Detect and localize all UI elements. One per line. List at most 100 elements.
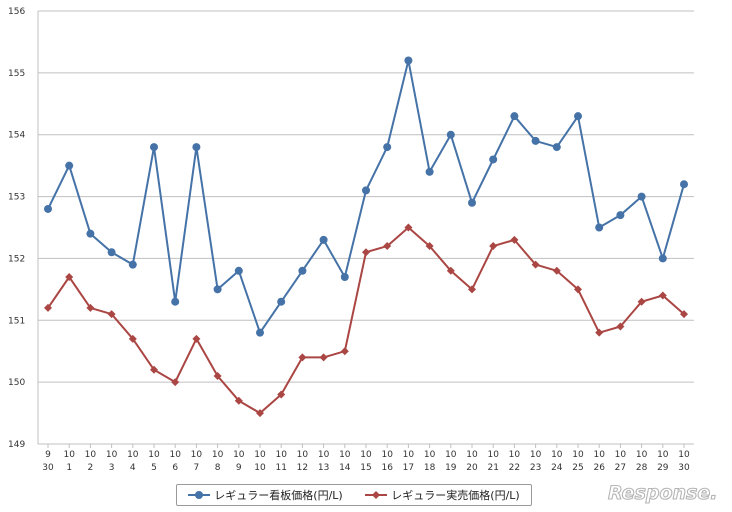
x-tick-label-day: 7 [194,463,200,473]
x-tick-label-day: 8 [215,463,221,473]
legend-item-actual-price: レギュラー実売価格(円/L) [365,487,520,503]
y-tick-label: 153 [8,193,25,203]
y-tick-label: 150 [8,378,25,388]
x-tick-label-month: 10 [551,450,563,460]
x-tick-label-day: 5 [151,463,157,473]
x-tick-label-day: 24 [551,463,563,473]
data-point [234,396,243,405]
data-point [171,378,180,387]
y-tick-label: 156 [8,7,25,17]
x-tick-label-month: 10 [297,450,309,460]
x-tick-label-day: 4 [130,463,136,473]
data-point [595,328,604,337]
legend-label-actual-price: レギュラー実売価格(円/L) [391,489,520,502]
data-point [128,334,137,343]
data-point [65,272,74,281]
x-tick-label-day: 17 [403,463,414,473]
x-tick-label-day: 20 [466,463,478,473]
data-point [531,136,540,145]
data-point [128,260,137,269]
x-tick-label-month: 10 [254,450,266,460]
x-tick-label-day: 30 [42,463,54,473]
data-point [510,112,519,121]
x-tick-label-month: 10 [657,450,669,460]
x-axis: 9 30 10 1 10 2 10 3 10 4 10 5 10 6 10 7 10 8 10 9 10 10 10 11 10… [38,443,694,473]
x-tick-label-day: 27 [615,463,626,473]
data-point [213,371,222,380]
data-point [574,112,582,121]
data-point [362,248,370,257]
data-point [340,272,349,281]
x-tick-label-month: 10 [106,450,118,460]
data-point [319,353,328,362]
x-tick-label-day: 10 [254,463,266,473]
x-tick-label-month: 10 [318,450,330,460]
series-1 [44,56,688,337]
gridlines [38,10,694,383]
data-point [171,297,180,306]
x-tick-label-day: 18 [424,463,436,473]
x-tick-label-day: 21 [487,463,498,473]
x-tick-label-month: 10 [275,450,287,460]
data-point [658,254,667,263]
data-point [44,303,52,312]
x-tick-label-day: 2 [88,463,94,473]
data-point [150,365,158,374]
data-point [510,235,519,244]
x-tick-label-day: 28 [636,463,648,473]
diamond-marker-icon [365,491,388,499]
x-tick-label-month: 10 [85,450,97,460]
x-tick-label-month: 10 [530,450,542,460]
x-tick-label-month: 10 [360,450,372,460]
x-tick-label-month: 10 [63,450,75,460]
data-point [446,130,455,139]
x-tick-label-month: 10 [127,450,139,460]
data-point [425,242,434,251]
x-tick-label-month: 10 [212,450,224,460]
y-tick-label: 152 [8,254,25,264]
data-point [107,248,116,257]
x-tick-label-day: 13 [318,463,329,473]
y-tick-label: 155 [8,69,25,79]
x-tick-label-day: 22 [509,463,520,473]
data-point [468,285,476,294]
x-tick-label-month: 10 [615,450,627,460]
data-point [256,409,264,418]
legend-label-signboard-price: レギュラー看板価格(円/L) [214,489,343,502]
data-point [404,56,413,65]
data-point [552,266,561,275]
data-point [468,198,476,207]
x-tick-label-month: 10 [678,450,690,460]
x-tick-label-day: 1 [66,463,72,473]
data-point [107,310,116,319]
x-tick-label-day: 3 [109,463,115,473]
data-point [65,161,74,170]
x-tick-label-day: 15 [360,463,371,473]
data-point [680,310,688,319]
data-point [298,353,307,362]
response-logo: Response. [607,481,718,504]
x-tick-label-day: 29 [657,463,669,473]
data-point [150,143,158,152]
x-tick-label-month: 10 [381,450,393,460]
x-tick-label-month: 9 [45,450,51,460]
x-tick-label-day: 6 [172,463,178,473]
x-tick-label-month: 10 [169,450,181,460]
x-tick-label-month: 10 [466,450,478,460]
x-tick-label-day: 25 [572,463,583,473]
data-point [86,303,95,312]
x-tick-label-month: 10 [593,450,605,460]
y-axis: 149 150 151 152 153 154 155 156 [8,7,39,450]
x-tick-label-month: 10 [403,450,415,460]
x-tick-label-day: 11 [275,463,286,473]
x-tick-label-day: 14 [339,463,351,473]
data-point [277,297,286,306]
data-point [637,192,646,201]
data-point [531,260,540,269]
y-tick-label: 149 [8,440,25,450]
data-point [86,229,95,238]
x-tick-label-month: 10 [191,450,203,460]
data-point [340,347,349,356]
data-point [383,143,392,152]
